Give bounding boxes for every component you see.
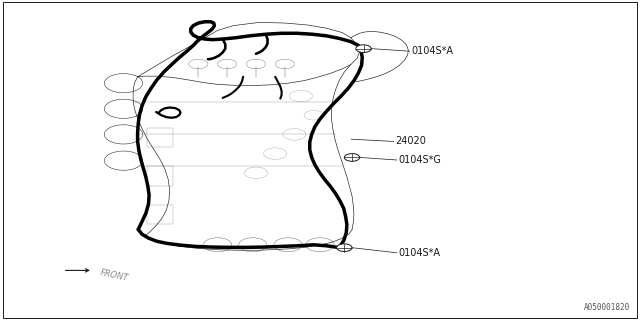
Text: 0104S*A: 0104S*A bbox=[398, 248, 440, 258]
Circle shape bbox=[344, 154, 360, 161]
Circle shape bbox=[337, 244, 352, 252]
Text: FRONT: FRONT bbox=[99, 268, 129, 283]
Text: A050001820: A050001820 bbox=[584, 303, 630, 312]
Text: 24020: 24020 bbox=[395, 136, 426, 147]
Text: 0104S*A: 0104S*A bbox=[411, 46, 453, 56]
Circle shape bbox=[356, 45, 371, 52]
Text: 0104S*G: 0104S*G bbox=[398, 155, 441, 165]
